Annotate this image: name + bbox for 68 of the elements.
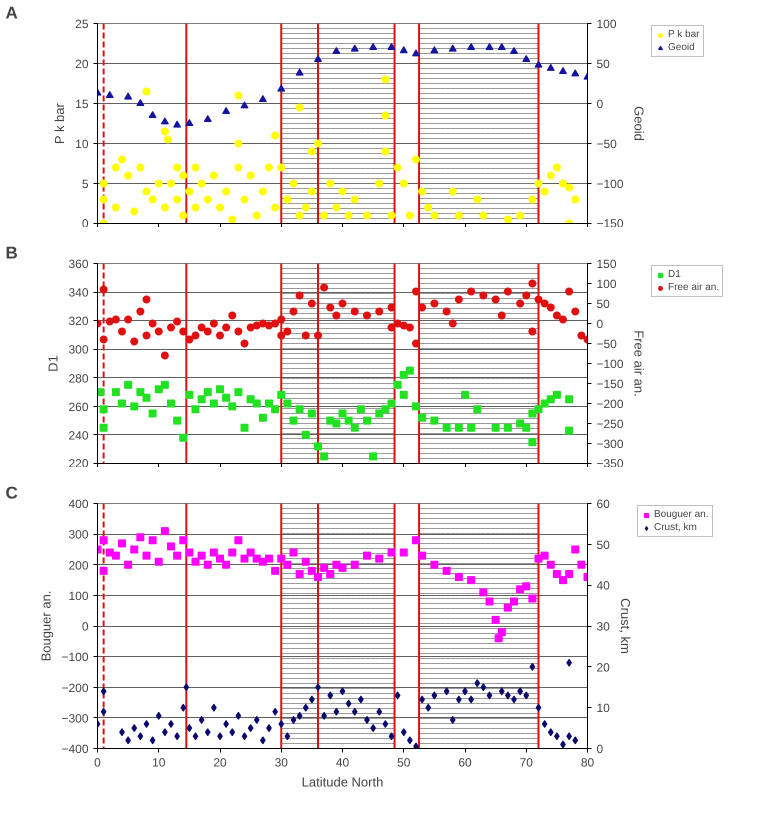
text: B (6, 244, 18, 262)
legend-label: Crust, km (654, 522, 697, 533)
legend-label: Bouguer an. (654, 509, 708, 520)
y-tick-label: 10 (75, 137, 89, 151)
y2-tick-label: −200 (596, 397, 624, 411)
y2-tick-label: −100 (596, 177, 624, 191)
y-tick-label: 300 (68, 528, 89, 542)
y-tick-label: 400 (68, 497, 89, 511)
y-tick-label: 5 (82, 177, 89, 191)
x-axis-title: Latitude North (302, 774, 384, 790)
x-tick-label: 60 (458, 756, 472, 770)
y2-tick-label: 60 (596, 497, 610, 511)
y-tick-label: 0 (82, 620, 89, 634)
x-tick-label: 70 (520, 756, 534, 770)
y2-tick-label: 50 (596, 538, 610, 552)
y2-tick-label: −300 (596, 437, 624, 451)
y-tick-label: 25 (75, 17, 89, 31)
y-tick-label: −300 (61, 711, 89, 726)
y2-tick-label: 30 (596, 620, 610, 634)
text: A (6, 4, 18, 22)
y-tick-label: −200 (61, 680, 89, 695)
y2-tick-label: 40 (596, 578, 610, 593)
x-tick-label: 50 (397, 756, 411, 770)
legend-label: D1 (668, 269, 682, 280)
y-tick-label: −400 (61, 742, 89, 756)
x-tick-label: 80 (580, 756, 594, 770)
y2-tick-label: 50 (596, 57, 610, 71)
y-tick-label: 260 (68, 400, 89, 414)
y2-tick-label: 50 (596, 297, 610, 311)
y2-tick-label: 150 (596, 257, 617, 271)
x-tick-label: 20 (213, 756, 227, 770)
x-tick-label: 10 (152, 756, 166, 770)
legend-label: Geoid (668, 42, 695, 53)
text: C (6, 484, 18, 502)
y-tick-label: 360 (68, 257, 89, 271)
y2-tick-label: 0 (596, 317, 604, 331)
x-tick-label: 30 (274, 756, 288, 770)
y2-tick-label: −250 (596, 417, 624, 431)
y-axis-title: D1 (45, 355, 60, 372)
y2-tick-label: −50 (596, 337, 618, 351)
y-tick-label: 240 (68, 428, 89, 442)
y2-axis-title: Crust, km (618, 598, 633, 654)
legend-label: P k bar (668, 29, 700, 40)
x-tick-label: 40 (336, 756, 350, 770)
legend-label: Free air an. (668, 282, 720, 293)
y-axis-title: Bouguer an. (38, 590, 54, 662)
y-tick-label: −100 (61, 650, 89, 664)
y2-tick-label: 0 (596, 97, 604, 111)
y2-tick-label: 100 (596, 17, 617, 31)
y-axis-title: P k bar (52, 102, 68, 144)
y2-tick-label: −50 (596, 137, 618, 151)
y-tick-label: 280 (68, 371, 89, 386)
y2-axis-title: Free air an. (632, 330, 647, 397)
y-tick-label: 200 (68, 558, 89, 572)
y-tick-label: 100 (68, 588, 89, 603)
y2-tick-label: −150 (596, 377, 624, 391)
y-tick-label: 15 (75, 97, 89, 111)
y-tick-label: 340 (68, 286, 89, 300)
y2-tick-label: 10 (596, 701, 610, 716)
y2-axis-title: Geoid (632, 106, 647, 141)
y-tick-label: 300 (68, 342, 89, 357)
y2-tick-label: 20 (596, 660, 610, 674)
y-tick-label: 320 (68, 314, 89, 328)
y2-tick-label: 100 (596, 277, 617, 291)
y2-tick-label: −100 (596, 357, 624, 371)
y-tick-label: 20 (75, 57, 89, 71)
y2-tick-label: 0 (596, 742, 604, 756)
x-tick-label: 0 (94, 756, 102, 770)
